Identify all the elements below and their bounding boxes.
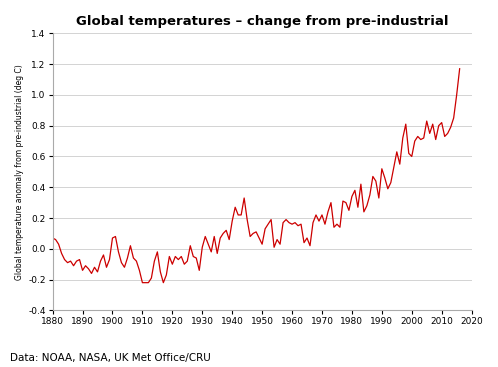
Text: Data: NOAA, NASA, UK Met Office/CRU: Data: NOAA, NASA, UK Met Office/CRU — [10, 353, 211, 363]
Title: Global temperatures – change from pre-industrial: Global temperatures – change from pre-in… — [76, 15, 448, 28]
Y-axis label: Global temperature anomaly from pre-industrial (deg C): Global temperature anomaly from pre-indu… — [15, 64, 24, 280]
